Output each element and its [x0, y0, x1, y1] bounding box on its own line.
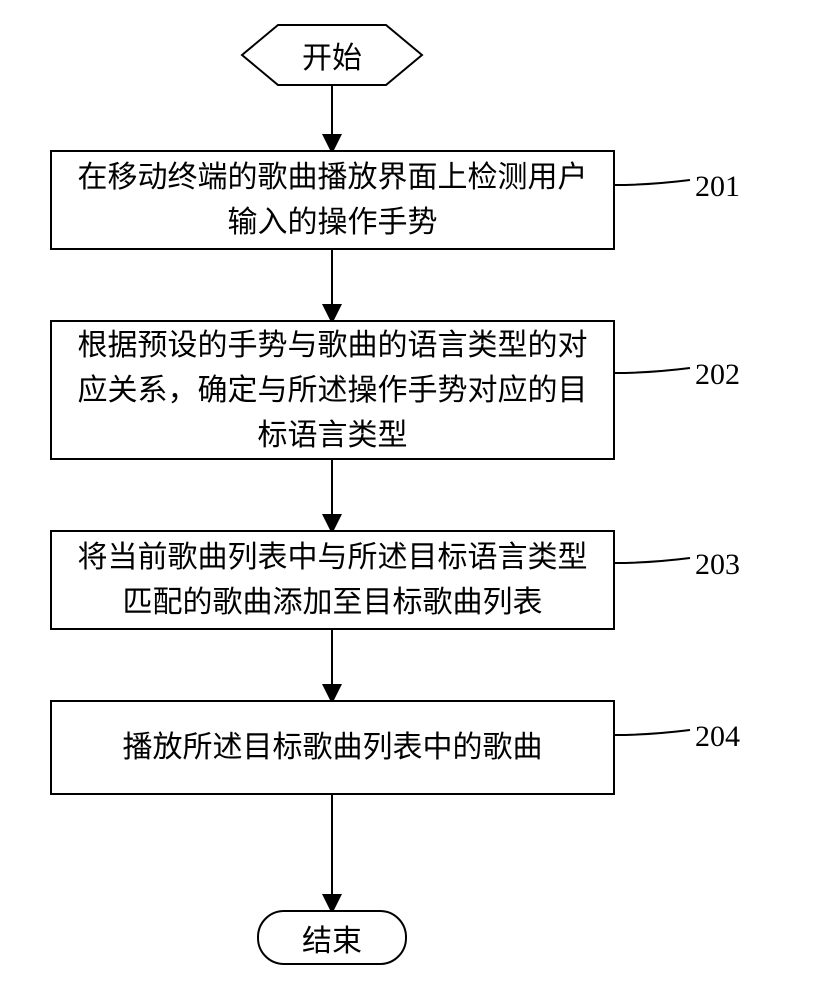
process-step-201: 在移动终端的歌曲播放界面上检测用户输入的操作手势 — [50, 150, 615, 250]
end-label: 结束 — [302, 916, 362, 960]
step-text: 播放所述目标歌曲列表中的歌曲 — [123, 725, 543, 770]
leader-204 — [615, 730, 690, 735]
leader-201 — [615, 180, 690, 185]
step-label-203: 203 — [695, 548, 740, 582]
process-step-204: 播放所述目标歌曲列表中的歌曲 — [50, 700, 615, 795]
leader-203 — [615, 558, 690, 563]
process-step-203: 将当前歌曲列表中与所述目标语言类型匹配的歌曲添加至目标歌曲列表 — [50, 530, 615, 630]
process-step-202: 根据预设的手势与歌曲的语言类型的对应关系，确定与所述操作手势对应的目标语言类型 — [50, 320, 615, 460]
step-label-204: 204 — [695, 720, 740, 754]
step-label-201: 201 — [695, 170, 740, 204]
start-label: 开始 — [302, 33, 362, 77]
step-label-202: 202 — [695, 358, 740, 392]
step-text: 根据预设的手势与歌曲的语言类型的对应关系，确定与所述操作手势对应的目标语言类型 — [72, 323, 593, 458]
leader-202 — [615, 368, 690, 373]
flowchart-container: 开始 在移动终端的歌曲播放界面上检测用户输入的操作手势 根据预设的手势与歌曲的语… — [0, 0, 814, 1000]
start-node: 开始 — [242, 25, 422, 85]
step-text: 将当前歌曲列表中与所述目标语言类型匹配的歌曲添加至目标歌曲列表 — [72, 535, 593, 625]
step-text: 在移动终端的歌曲播放界面上检测用户输入的操作手势 — [72, 155, 593, 245]
end-node: 结束 — [257, 910, 407, 965]
